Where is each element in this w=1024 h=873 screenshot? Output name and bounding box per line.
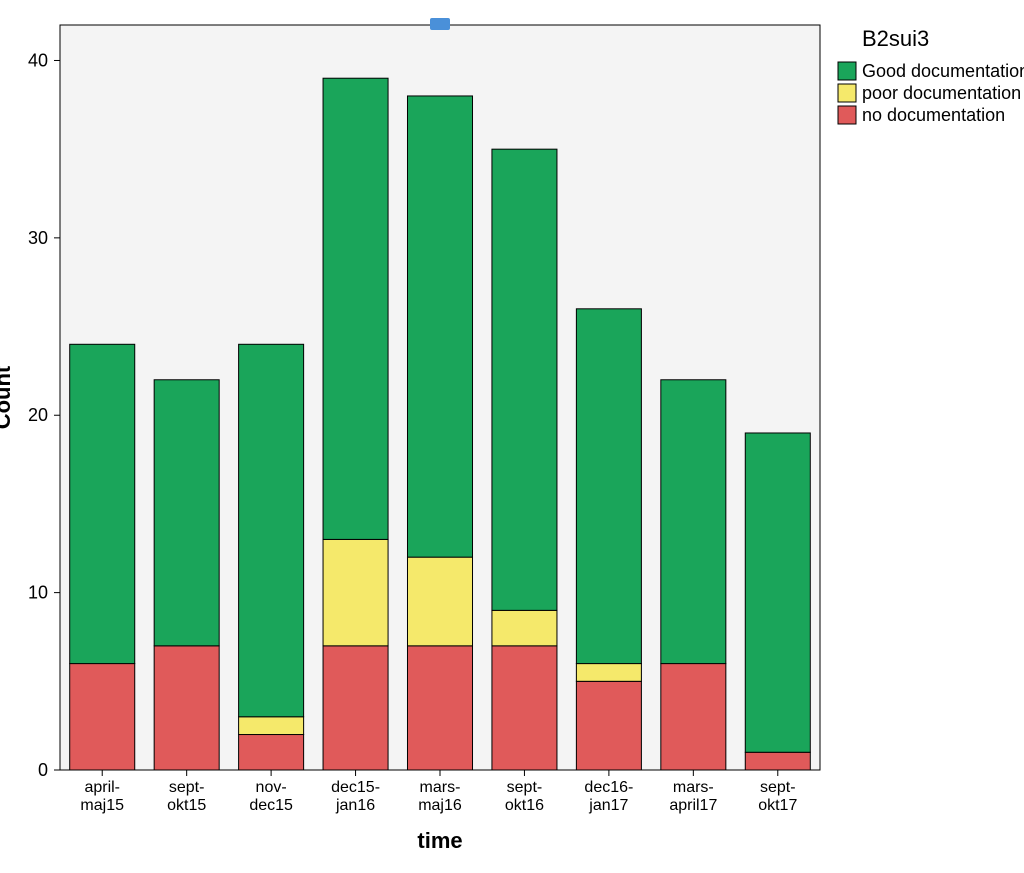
bar-segment-good (745, 433, 810, 752)
x-tick-label: dec15 (249, 797, 293, 814)
bar-segment-poor (407, 557, 472, 646)
y-tick-label: 0 (38, 760, 48, 780)
legend-swatch (838, 62, 856, 80)
bar-segment-no (70, 664, 135, 770)
x-tick-label: mars- (673, 779, 714, 796)
x-tick-label: okt17 (758, 797, 797, 814)
legend-item-label: Good documentation (862, 61, 1024, 81)
x-tick-label: sept- (507, 779, 543, 796)
bar-segment-good (407, 96, 472, 557)
x-tick-label: mars- (420, 779, 461, 796)
y-tick-label: 30 (28, 228, 48, 248)
y-tick-label: 40 (28, 50, 48, 70)
bar-segment-no (407, 646, 472, 770)
x-tick-label: dec16- (584, 779, 633, 796)
bar-segment-poor (239, 717, 304, 735)
legend-swatch (838, 84, 856, 102)
bar-segment-no (323, 646, 388, 770)
x-tick-label: sept- (169, 779, 205, 796)
x-tick-label: sept- (760, 779, 796, 796)
bar-segment-no (239, 735, 304, 770)
y-tick-label: 20 (28, 405, 48, 425)
x-tick-label: april- (84, 779, 120, 796)
bar-segment-no (576, 681, 641, 770)
bar-segment-good (661, 380, 726, 664)
bar-segment-no (745, 752, 810, 770)
stacked-bar-chart: april-maj15sept-okt15nov-dec15dec15-jan1… (0, 0, 1024, 873)
legend-item-label: poor documentation (862, 83, 1021, 103)
y-axis-label: Count (0, 365, 15, 429)
bar-segment-no (492, 646, 557, 770)
bar-segment-good (70, 344, 135, 663)
x-tick-label: okt15 (167, 797, 206, 814)
bar-segment-good (492, 149, 557, 610)
legend-title: B2sui3 (862, 26, 929, 51)
bar-segment-good (154, 380, 219, 646)
x-tick-label: april17 (669, 797, 717, 814)
bar-segment-poor (323, 539, 388, 645)
y-tick-label: 10 (28, 583, 48, 603)
bar-segment-poor (576, 664, 641, 682)
chart-resize-handle-icon[interactable] (430, 18, 450, 30)
x-axis-label: time (417, 828, 462, 853)
x-tick-label: maj16 (418, 797, 462, 814)
legend-swatch (838, 106, 856, 124)
bar-segment-no (661, 664, 726, 770)
bar-segment-poor (492, 610, 557, 645)
x-tick-label: maj15 (80, 797, 124, 814)
x-tick-label: jan16 (335, 797, 375, 814)
x-tick-label: dec15- (331, 779, 380, 796)
bar-segment-no (154, 646, 219, 770)
legend-item-label: no documentation (862, 105, 1005, 125)
bar-segment-good (323, 78, 388, 539)
x-tick-label: nov- (256, 779, 287, 796)
x-tick-label: okt16 (505, 797, 544, 814)
x-tick-label: jan17 (588, 797, 628, 814)
bar-segment-good (239, 344, 304, 717)
bar-segment-good (576, 309, 641, 664)
